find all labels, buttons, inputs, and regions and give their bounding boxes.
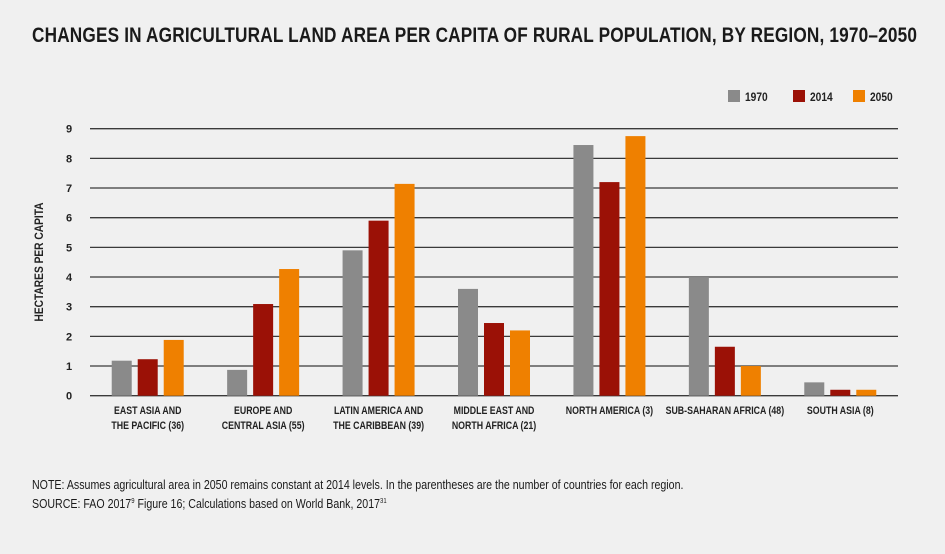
bar-2050 (510, 330, 530, 396)
bar-1970 (688, 277, 709, 396)
bar-2050 (163, 339, 184, 396)
legend-label: 1970 (745, 91, 768, 104)
x-tick-label: SUB-SAHARAN AFRICA (48) (666, 405, 785, 417)
x-tick-label: MIDDLE EAST AND (454, 405, 535, 417)
bar-2050 (856, 389, 877, 396)
source-text: SOURCE: FAO 2017 (32, 497, 132, 511)
legend-label: 2014 (810, 91, 833, 104)
chart-source: SOURCE: FAO 20179 Figure 16; Calculation… (32, 497, 387, 511)
y-tick-label: 8 (66, 153, 72, 165)
y-tick-label: 6 (66, 213, 72, 225)
y-tick-label: 9 (66, 124, 72, 136)
bar-2014 (830, 389, 851, 396)
bar-1970 (342, 250, 363, 396)
x-tick-label: LATIN AMERICA AND (334, 405, 423, 417)
y-tick-label: 1 (66, 361, 72, 373)
x-tick-label: NORTH AMERICA (3) (566, 405, 653, 417)
bar-2050 (394, 183, 415, 396)
bar-1970 (227, 369, 248, 396)
bar-2014 (253, 304, 274, 396)
source-footnote: 9 (131, 497, 135, 505)
legend-swatch-2014 (793, 90, 805, 102)
bar-1970 (458, 288, 478, 396)
legend-swatch-1970 (728, 90, 740, 102)
x-tick-label: THE PACIFIC (36) (111, 420, 184, 432)
source-text-2: Figure 16; Calculations based on World B… (134, 497, 381, 511)
bar-chart: 0 1 2 3 4 5 6 7 8 9 HECTARES PER CAPITA EAST ASIA A… (33, 90, 898, 432)
y-tick-label: 2 (66, 331, 72, 343)
bar-1970 (804, 382, 825, 396)
bar-2050 (740, 366, 761, 396)
bar-2050 (625, 136, 646, 396)
x-tick-label: EUROPE AND (234, 405, 292, 417)
x-tick-label: EAST ASIA AND (114, 405, 181, 417)
source-footnote-2: 31 (380, 497, 387, 505)
y-tick-label: 4 (66, 272, 73, 284)
bar-1970 (573, 145, 594, 396)
x-tick-label: CENTRAL ASIA (55) (222, 420, 305, 432)
bar-1970 (111, 360, 132, 396)
bar-2014 (137, 359, 158, 396)
bar-2014 (599, 182, 620, 396)
chart-title: CHANGES IN AGRICULTURAL LAND AREA PER CA… (32, 24, 918, 47)
legend-label: 2050 (870, 91, 893, 104)
y-tick-label: 3 (66, 302, 72, 314)
bar-2014 (368, 220, 389, 396)
x-tick-label: NORTH AFRICA (21) (452, 420, 536, 432)
y-tick-label: 7 (66, 183, 72, 195)
legend-swatch-2050 (853, 90, 865, 102)
y-tick-label: 5 (66, 242, 72, 254)
y-tick-label: 0 (66, 391, 72, 403)
chart-note: NOTE: Assumes agricultural area in 2050 … (32, 478, 684, 492)
bar-2014 (714, 346, 735, 396)
bar-2050 (279, 269, 300, 396)
y-axis-label: HECTARES PER CAPITA (33, 202, 46, 321)
x-tick-label: THE CARIBBEAN (39) (333, 420, 424, 432)
x-tick-label: SOUTH ASIA (8) (807, 405, 874, 417)
bar-2014 (484, 323, 504, 396)
